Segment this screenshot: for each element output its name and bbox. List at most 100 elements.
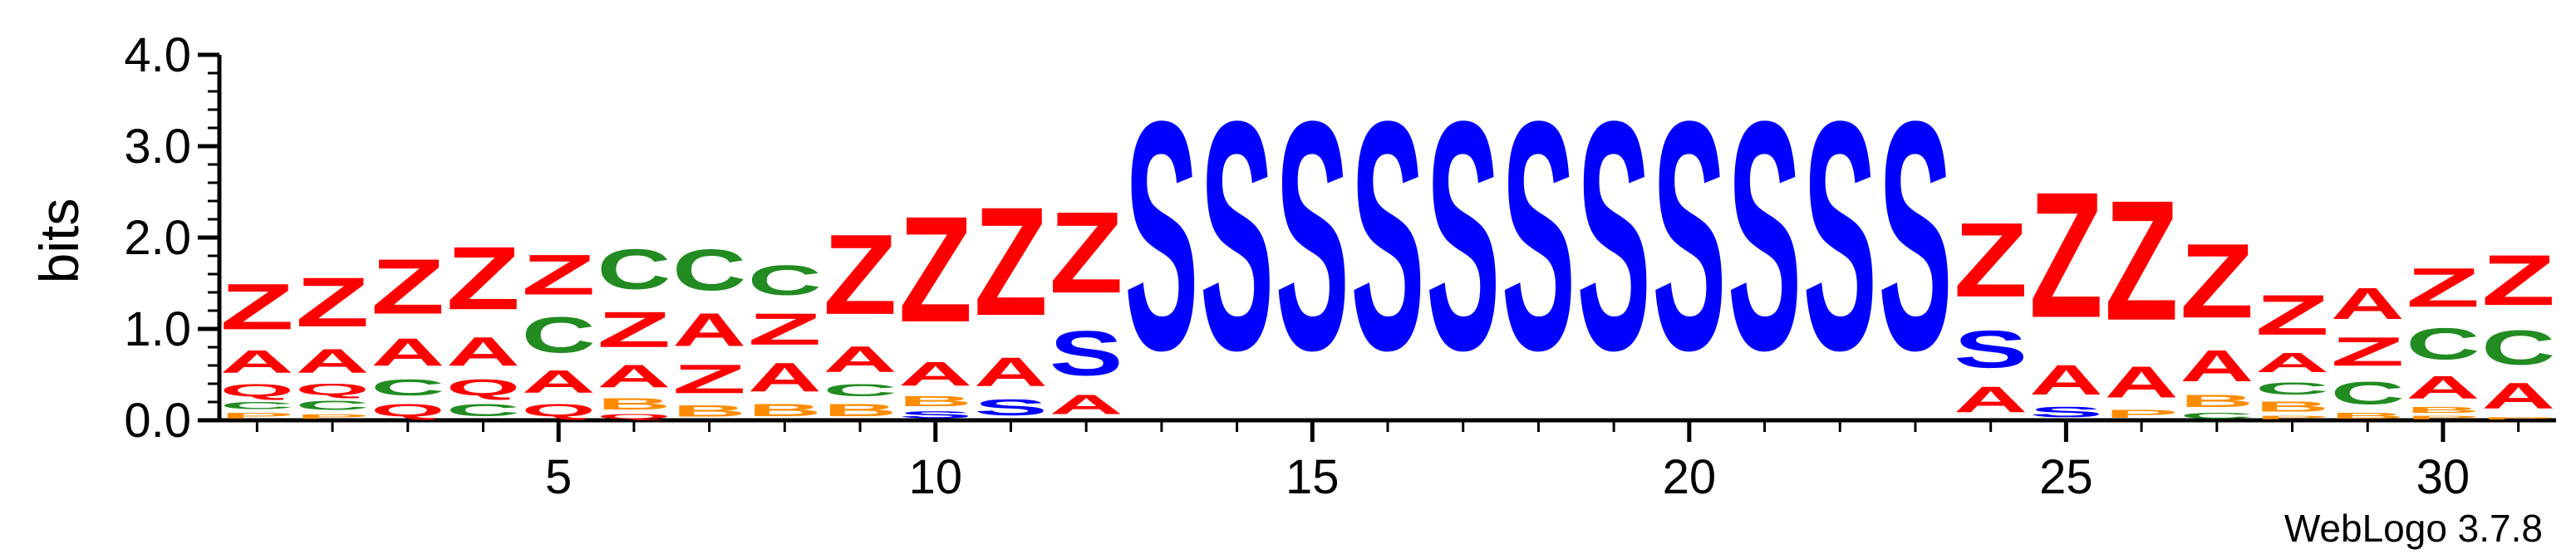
- logo-glyph-z: Z: [446, 228, 520, 329]
- logo-glyph-z: Z: [2255, 283, 2329, 347]
- logo-glyph-a: A: [2255, 347, 2329, 378]
- logo-glyph-s: S: [1577, 54, 1651, 419]
- logo-glyph-a: A: [371, 331, 445, 375]
- logo-glyph-c: C: [2481, 321, 2555, 375]
- logo-glyph-z: Z: [597, 302, 671, 358]
- logo-glyph-p: P: [2481, 417, 2555, 420]
- logo-glyph-z: Z: [1050, 189, 1123, 318]
- logo-glyph-a: A: [974, 349, 1048, 395]
- logo-glyph-p: P: [2255, 414, 2329, 420]
- y-axis-label: bits: [28, 199, 90, 284]
- logo-glyph-s: S: [1954, 320, 2028, 379]
- glyph-stacks: PCQAZPCQAZQCAZCQAZQACZQBAZCBZACBAZCBCAZS…: [220, 54, 2555, 420]
- logo-glyph-b: B: [748, 400, 822, 420]
- logo-glyph-q: Q: [220, 380, 294, 400]
- logo-glyph-a: A: [2481, 375, 2555, 417]
- logo-glyph-z: Z: [2029, 155, 2103, 356]
- logo-glyph-z: Z: [296, 263, 370, 341]
- logo-glyph-z: Z: [974, 176, 1048, 348]
- logo-glyph-a: A: [296, 342, 370, 380]
- logo-glyph-s: S: [1426, 54, 1500, 419]
- logo-glyph-c: C: [522, 306, 596, 363]
- logo-glyph-b: B: [823, 400, 897, 420]
- logo-glyph-a: A: [1954, 379, 2028, 420]
- logo-glyph-s: S: [1276, 54, 1349, 419]
- logo-glyph-z: Z: [2481, 241, 2555, 321]
- logo-glyph-b: B: [2406, 405, 2480, 414]
- logo-glyph-c: C: [2331, 375, 2405, 411]
- logo-glyph-c: C: [446, 400, 520, 420]
- logo-glyph-a: A: [597, 358, 671, 395]
- logo-glyph-a: A: [2105, 357, 2179, 407]
- logo-glyph-p: P: [2105, 408, 2179, 420]
- logo-glyph-z: Z: [2406, 257, 2480, 318]
- logo-glyph-a: A: [2180, 341, 2254, 391]
- logo-glyph-q: Q: [296, 380, 370, 399]
- logo-glyph-b: B: [2255, 398, 2329, 414]
- logo-glyph-a: A: [2331, 279, 2405, 329]
- logo-glyph-s: S: [1652, 54, 1726, 419]
- logo-glyph-s: S: [1502, 54, 1576, 419]
- logo-glyph-a: A: [2406, 369, 2480, 405]
- y-tick-label: 4.0: [124, 28, 191, 82]
- logo-glyph-q: Q: [371, 400, 445, 420]
- logo-glyph-q: Q: [597, 413, 671, 420]
- x-tick-label: 15: [1286, 450, 1340, 504]
- logo-glyph-q: Q: [522, 400, 596, 420]
- logo-glyph-z: Z: [2180, 222, 2254, 341]
- logo-glyph-b: B: [2331, 411, 2405, 420]
- logo-glyph-p: P: [220, 411, 294, 420]
- weblogo-credit: WebLogo 3.7.8: [2284, 507, 2543, 550]
- logo-glyph-z: Z: [2105, 164, 2179, 356]
- logo-glyph-z: Z: [2331, 329, 2405, 375]
- logo-glyph-c: C: [371, 375, 445, 400]
- logo-glyph-c: C: [2180, 411, 2254, 420]
- x-tick-label: 5: [545, 450, 572, 504]
- logo-glyph-b: B: [898, 393, 972, 409]
- y-tick-label: 2.0: [124, 211, 191, 265]
- logo-glyph-b: B: [597, 395, 671, 413]
- logo-glyph-z: Z: [898, 184, 972, 353]
- logo-glyph-s: S: [2029, 404, 2103, 420]
- logo-glyph-s: S: [1351, 54, 1425, 419]
- logo-glyph-a: A: [2029, 356, 2103, 404]
- logo-glyph-a: A: [220, 344, 294, 380]
- logo-glyph-q: Q: [446, 375, 520, 400]
- logo-glyph-z: Z: [522, 243, 596, 307]
- logo-glyph-p: P: [2406, 414, 2480, 420]
- logo-glyph-z: Z: [220, 270, 294, 343]
- logo-glyph-s: S: [1124, 54, 1198, 419]
- logo-glyph-z: Z: [1954, 201, 2028, 320]
- logo-glyph-p: P: [296, 413, 370, 420]
- x-tick-label: 30: [2416, 450, 2470, 504]
- y-tick-label: 3.0: [124, 120, 191, 174]
- logo-glyph-s: S: [1050, 318, 1123, 389]
- x-tick-label: 10: [908, 450, 962, 504]
- logo-glyph-c: C: [2406, 319, 2480, 369]
- logo-glyph-b: B: [672, 402, 746, 420]
- logo-glyph-s: S: [974, 395, 1048, 420]
- logo-glyph-z: Z: [748, 305, 822, 355]
- logo-glyph-s: S: [1200, 54, 1274, 419]
- logo-glyph-z: Z: [371, 243, 445, 330]
- y-axis: 0.0 1.0 2.0 3.0 4.0: [124, 28, 222, 448]
- x-tick-label: 25: [2039, 450, 2093, 504]
- logo-glyph-c: C: [748, 257, 822, 304]
- y-tick-label: 0.0: [124, 394, 191, 448]
- y-tick-label: 1.0: [124, 302, 191, 356]
- logo-glyph-a: A: [748, 354, 822, 400]
- logo-glyph-b: B: [2180, 391, 2254, 411]
- logo-glyph-c: C: [2255, 378, 2329, 398]
- logo-glyph-z: Z: [672, 356, 746, 402]
- x-tick-label: 20: [1663, 450, 1717, 504]
- x-axis: 5 10 15 20 25 30: [219, 418, 2556, 504]
- logo-glyph-a: A: [446, 329, 520, 375]
- logo-glyph-a: A: [898, 355, 972, 393]
- logo-glyph-c: C: [597, 238, 671, 302]
- logo-glyph-a: A: [672, 303, 746, 356]
- logo-glyph-s: S: [1803, 54, 1877, 419]
- logo-glyph-s: S: [1879, 54, 1953, 419]
- logo-glyph-a: A: [823, 339, 897, 380]
- logo-glyph-c: C: [672, 238, 746, 303]
